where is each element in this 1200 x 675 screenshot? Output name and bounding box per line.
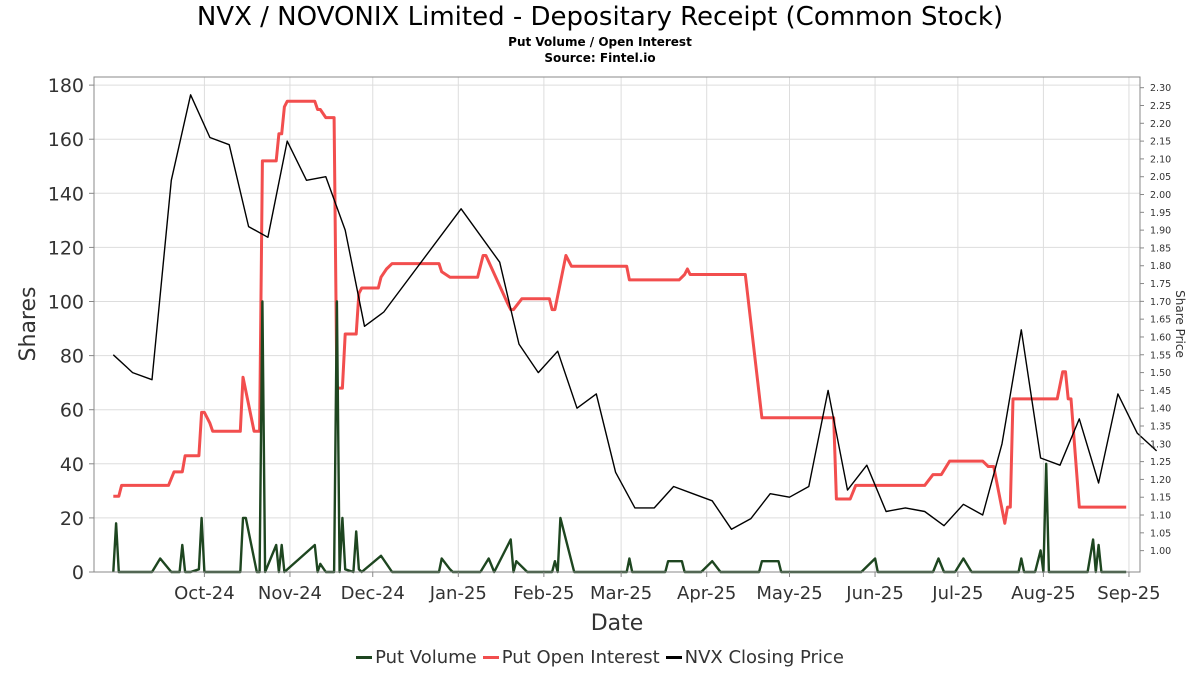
- legend-label-closing-price: NVX Closing Price: [684, 647, 844, 668]
- series-closing-price: [112, 94, 1158, 530]
- x-tick-label: Aug-25: [1011, 583, 1076, 604]
- y2-axis-label: Share Price: [1173, 290, 1187, 358]
- y2-tick-label: 1.10: [1150, 511, 1171, 522]
- legend-swatch-put-volume: [356, 656, 373, 659]
- grid-lines: [94, 77, 1140, 573]
- y-tick-label: 20: [60, 508, 84, 530]
- x-tick-label: Sep-25: [1097, 583, 1160, 604]
- y2-tick-label: 1.65: [1150, 315, 1171, 326]
- x-tick-label: Feb-25: [513, 583, 574, 604]
- y-tick-label: 100: [48, 292, 84, 314]
- y2-tick-label: 1.60: [1150, 332, 1171, 343]
- x-tick-label: Oct-24: [174, 583, 235, 604]
- y2-tick-label: 2.05: [1150, 172, 1171, 183]
- y2-tick-label: 1.50: [1150, 368, 1171, 379]
- y2-tick-label: 1.20: [1150, 475, 1171, 486]
- y2-tick-label: 1.75: [1150, 279, 1171, 290]
- y2-tick-label: 1.15: [1150, 493, 1171, 504]
- legend-swatch-put-open-interest: [482, 656, 499, 659]
- legend-swatch-closing-price: [665, 656, 682, 659]
- y2-tick-label: 1.85: [1150, 243, 1171, 254]
- y2-tick-label: 1.95: [1150, 208, 1171, 219]
- legend-item-closing-price: NVX Closing Price: [665, 647, 844, 668]
- x-tick-label: Mar-25: [590, 583, 652, 604]
- x-tick-label: May-25: [756, 583, 822, 604]
- y2-tick-label: 2.10: [1150, 154, 1171, 165]
- y2-tick-label: 1.90: [1150, 226, 1171, 237]
- x-tick-label: Apr-25: [677, 583, 736, 604]
- y2-tick-label: 2.00: [1150, 190, 1171, 201]
- y-axis-ticks: 0 20 40 60 80 100 120 140 160 180: [48, 75, 94, 584]
- y2-tick-label: 2.20: [1150, 119, 1171, 130]
- y-axis-label: Shares: [16, 287, 41, 362]
- y2-tick-label: 1.40: [1150, 404, 1171, 415]
- y2-tick-label: 1.80: [1150, 261, 1171, 272]
- y-tick-label: 180: [48, 75, 84, 97]
- plot-frame: [93, 76, 1141, 573]
- y-tick-label: 60: [60, 400, 84, 422]
- y-tick-label: 80: [60, 346, 84, 368]
- series-put-open-interest: [113, 99, 1127, 525]
- y-tick-label: 120: [48, 237, 84, 259]
- x-tick-label: Jun-25: [845, 583, 904, 604]
- y2-tick-label: 1.45: [1150, 386, 1171, 397]
- y2-tick-label: 2.15: [1150, 137, 1171, 148]
- x-tick-label: Jul-25: [931, 583, 983, 604]
- chart-title: NVX / NOVONIX Limited - Depositary Recei…: [196, 2, 1004, 32]
- y2-tick-label: 1.25: [1150, 457, 1171, 468]
- legend-label-put-open-interest: Put Open Interest: [501, 647, 660, 668]
- y2-tick-label: 2.30: [1150, 83, 1171, 94]
- x-tick-label: Dec-24: [341, 583, 405, 604]
- x-tick-label: Nov-24: [258, 583, 322, 604]
- series-layer: [112, 94, 1158, 574]
- y-tick-label: 40: [60, 454, 84, 476]
- y2-tick-label: 1.70: [1150, 297, 1171, 308]
- y2-tick-label: 1.35: [1150, 421, 1171, 432]
- y-tick-label: 140: [48, 183, 84, 205]
- x-tick-label: Jan-25: [429, 583, 487, 604]
- legend-item-put-open-interest: Put Open Interest: [482, 647, 660, 668]
- y2-tick-label: 1.30: [1150, 439, 1171, 450]
- y2-axis-ticks: 1.00 1.05 1.10 1.15 1.20 1.25 1.30 1.35 1.40 1.45…: [1140, 83, 1171, 557]
- chart-source: Source: Fintel.io: [544, 51, 656, 65]
- x-axis-label: Date: [591, 611, 644, 636]
- y2-tick-label: 1.05: [1150, 528, 1171, 539]
- legend: Put Volume Put Open Interest NVX Closing…: [0, 647, 1200, 668]
- y2-tick-label: 1.55: [1150, 350, 1171, 361]
- y2-tick-label: 2.25: [1150, 101, 1171, 112]
- y-tick-label: 0: [72, 562, 84, 584]
- x-axis-ticks: Oct-24 Nov-24 Dec-24 Jan-25 Feb-25 Mar-25 Apr-…: [174, 572, 1161, 604]
- legend-item-put-volume: Put Volume: [356, 647, 477, 668]
- chart-subtitle: Put Volume / Open Interest: [508, 35, 692, 49]
- y-tick-label: 160: [48, 129, 84, 151]
- legend-label-put-volume: Put Volume: [375, 647, 477, 668]
- series-put-volume: [112, 300, 1127, 574]
- y2-tick-label: 1.00: [1150, 546, 1171, 557]
